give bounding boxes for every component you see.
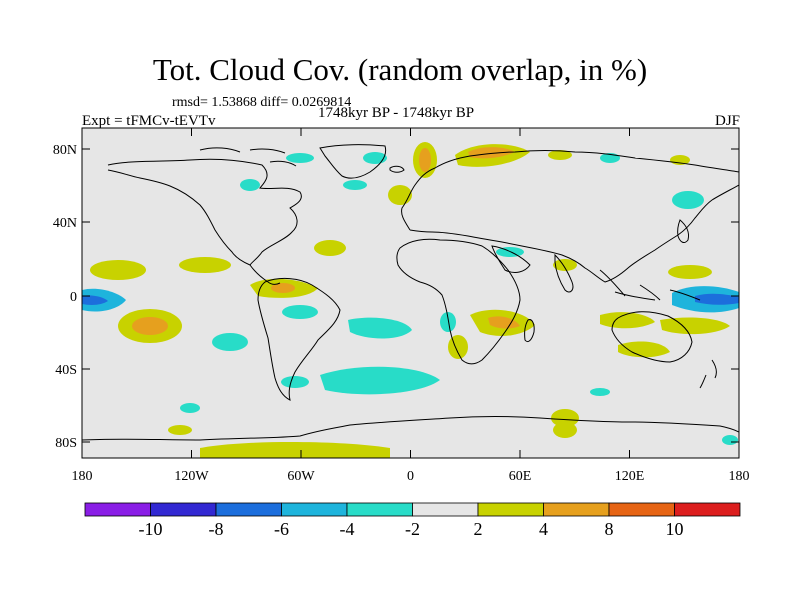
lat-label-80s: 80S — [55, 436, 77, 451]
anomaly-patch-pos-indian-ocean — [553, 259, 577, 271]
colorbar-box-4 — [281, 502, 348, 517]
anomaly-patch-neg-arctic-greenland — [363, 152, 387, 164]
anomaly-patch-pos-atlantic — [314, 240, 346, 256]
anomaly-patch-pos-australia-south — [618, 341, 670, 358]
anomaly-patch-neg-west-pacific-core — [695, 293, 739, 305]
anomaly-patch-pos-siberia-core — [468, 147, 515, 159]
coast-central-america — [249, 264, 281, 285]
lon-label-60w: 60W — [287, 469, 315, 484]
anomaly-patch-pos-south-indian — [551, 409, 579, 427]
anomaly-patch-neg-arctic-canada — [286, 153, 314, 163]
coast-new-zealand — [699, 359, 717, 389]
lat-label-80n: 80N — [53, 143, 77, 158]
anomaly-patch-pos-south-pacific-core — [132, 317, 168, 335]
colorbar-box-7 — [477, 502, 544, 517]
anomaly-patch-neg-canada — [240, 179, 260, 191]
colorbar-label-4: -4 — [340, 519, 355, 539]
season-label: DJF — [714, 113, 740, 129]
coast-arctic-islands — [199, 147, 297, 167]
coast-india — [554, 253, 574, 293]
anomaly-patch-pos-north-pacific-west — [668, 265, 712, 279]
coast-madagascar — [524, 319, 535, 343]
anomaly-patch-neg-southern-ocean-west — [281, 376, 309, 388]
lon-label-180w: 180 — [72, 469, 93, 484]
lat-label-40s: 40S — [55, 363, 77, 378]
colorbar-label-8: 8 — [605, 519, 614, 539]
colorbar-box-5 — [346, 502, 413, 517]
colorbar-label-2: -8 — [209, 519, 224, 539]
colorbar-label-5: -2 — [405, 519, 420, 539]
lat-label-40n: 40N — [53, 216, 77, 231]
figure-title: Tot. Cloud Cov. (random overlap, in %) — [152, 52, 648, 87]
coast-arabia — [491, 245, 531, 273]
colorbar-box-6 — [412, 502, 479, 517]
anomaly-patch-neg-southern-ocean-east — [590, 388, 610, 396]
anomaly-patch-pos-amazon-core — [271, 283, 295, 293]
coast-southeast-asia — [599, 269, 701, 301]
coast-antarctica — [82, 416, 739, 441]
coast-australia — [611, 311, 693, 363]
anomaly-patch-pos-north-pacific — [90, 260, 146, 280]
anomaly-patch-pos-antarctica — [200, 442, 390, 458]
anomaly-patch-neg-tropical-atlantic — [282, 305, 318, 319]
anomaly-patch-neg-south-atlantic — [348, 317, 412, 339]
lon-labels: 180 120W 60W 0 60E 120E 180 — [72, 469, 750, 484]
coast-iceland — [389, 165, 405, 173]
colorbar-label-9: 10 — [666, 519, 684, 539]
anomaly-patch-pos-tropical-pacific — [179, 257, 231, 273]
anomaly-patch-pos-north-atlantic — [388, 185, 412, 205]
colorbar-label-7: 4 — [539, 519, 548, 539]
anomaly-patch-neg-east-pacific-core — [82, 295, 108, 305]
coast-greenland — [319, 144, 387, 179]
anomaly-patch-pos-australia-north — [600, 312, 655, 329]
lon-label-180e: 180 — [729, 469, 750, 484]
colorbar-label-6: 2 — [474, 519, 483, 539]
lat-labels: 80N 40N 0 40S 80S — [53, 143, 77, 451]
colorbar-box-8 — [543, 502, 610, 517]
colorbar-box-3 — [215, 502, 282, 517]
anomaly-patch-pos-east-siberia — [548, 150, 572, 160]
anomaly-patch-neg-africa-west — [440, 312, 456, 332]
anomaly-patch-pos-south-africa-coast — [448, 335, 468, 359]
lon-label-60e: 60E — [509, 469, 532, 484]
colorbar-label-1: -10 — [139, 519, 163, 539]
anomaly-patch-pos-southern-africa-core — [488, 316, 520, 329]
experiment-label: Expt = tFMCv-tEVTv — [82, 113, 216, 129]
anomaly-patch-pos-arctic-atlantic-core — [419, 148, 431, 172]
colorbar-box-10 — [674, 502, 741, 517]
anomaly-patch-neg-far-south-pacific — [180, 403, 200, 413]
anomaly-patch-neg-south-america-east — [212, 333, 248, 351]
coast-north-america — [107, 158, 302, 266]
anomaly-patch-neg-north-atlantic — [343, 180, 367, 190]
anomaly-patch-neg-east-asia — [672, 191, 704, 209]
stats-text: rmsd= 1.53868 diff= 0.0269814 — [172, 95, 352, 110]
lon-label-0: 0 — [407, 469, 414, 484]
anomaly-patch-neg-antarctic-coast — [722, 435, 738, 445]
colorbar-box-2 — [150, 502, 217, 517]
colorbar-box-1 — [84, 502, 151, 517]
anomaly-patch-pos-south-pacific-east — [168, 425, 192, 435]
coast-japan — [677, 219, 689, 244]
map-background — [82, 128, 739, 458]
period-label: 1748kyr BP - 1748kyr BP — [318, 105, 475, 121]
anomaly-patch-neg-southern-ocean — [320, 366, 440, 395]
lon-ticks — [81, 128, 740, 458]
colorbar-box-9 — [608, 502, 675, 517]
colorbar-labels: -10 -8 -6 -4 -2 2 4 8 10 — [139, 519, 684, 539]
colorbar-label-3: -6 — [274, 519, 289, 539]
coast-eurasia — [401, 150, 739, 283]
lat-ticks — [82, 148, 739, 443]
anomaly-field — [82, 142, 739, 458]
lon-label-120e: 120E — [615, 469, 645, 484]
coastlines — [82, 144, 739, 441]
lat-label-0: 0 — [70, 290, 77, 305]
anomaly-patch-pos-antarctic-coast — [553, 422, 577, 438]
lon-label-120w: 120W — [174, 469, 209, 484]
coast-south-america — [257, 277, 341, 401]
colorbar — [84, 502, 741, 517]
coast-africa — [396, 238, 521, 365]
